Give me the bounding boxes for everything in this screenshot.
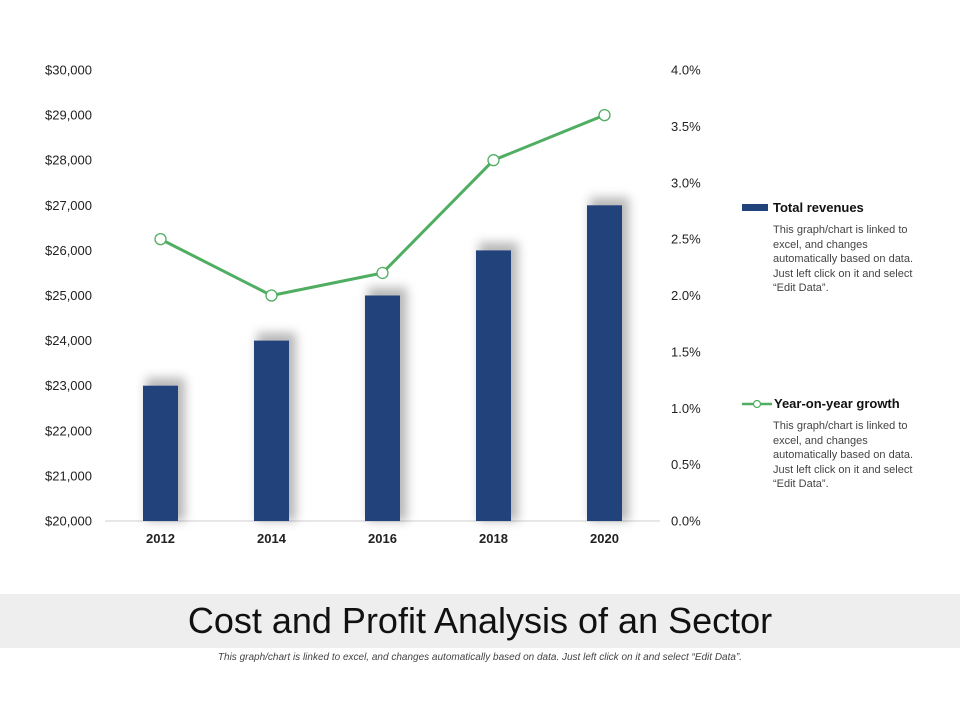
bar-2020	[587, 205, 622, 522]
left-tick-label: $23,000	[45, 378, 92, 393]
right-tick-label: 1.0%	[671, 401, 701, 416]
left-tick-label: $26,000	[45, 243, 92, 258]
category-label-2012: 2012	[146, 531, 175, 546]
growth-point-2016	[376, 266, 389, 280]
legend-label-total-revenues: Total revenues	[773, 200, 864, 215]
line-marker-icon	[742, 399, 772, 408]
page-title: Cost and Profit Analysis of an Sector	[187, 600, 773, 641]
title-band: Cost and Profit Analysis of an Sector	[0, 594, 960, 648]
category-label-2016: 2016	[368, 531, 397, 546]
category-label-2020: 2020	[590, 531, 619, 546]
left-tick-label: $24,000	[45, 333, 92, 348]
left-axis-ticks: $20,000 $21,000 $22,000 $23,000 $24,000 $25,0…	[45, 63, 92, 529]
left-tick-label: $22,000	[45, 423, 92, 438]
right-axis-ticks: 0.0% 0.5% 1.0% 1.5% 2.0% 2.5% 3.0% 3.5% 4.0%	[671, 63, 701, 529]
bar-2014	[254, 340, 289, 521]
bar-swatch-icon	[742, 204, 768, 211]
growth-point-2014	[265, 289, 278, 302]
category-labels: 2012 2014 2016 2018 2020	[146, 531, 619, 546]
page-subtitle: This graph/chart is linked to excel, and…	[217, 652, 743, 663]
bar-2012	[143, 385, 178, 521]
growth-point-2020	[598, 108, 611, 122]
combo-chart: $20,000 $21,000 $22,000 $23,000 $24,000 $25,0…	[45, 63, 701, 547]
line-series	[154, 108, 611, 302]
bar-series	[143, 205, 622, 522]
growth-point-2012	[154, 232, 167, 246]
left-tick-label: $20,000	[45, 514, 92, 529]
legend-desc-yoy-growth: This graph/chart is linked to excel, and…	[773, 420, 914, 490]
legend-total-revenues: Total revenues This graph/chart is linke…	[742, 200, 932, 296]
right-tick-label: 1.5%	[671, 344, 701, 359]
right-tick-label: 4.0%	[671, 63, 701, 78]
left-tick-label: $29,000	[45, 108, 92, 123]
category-label-2014: 2014	[257, 531, 287, 546]
growth-point-2018	[487, 154, 500, 167]
legend-yoy-growth: Year-on-year growth This graph/chart is …	[742, 396, 932, 492]
left-tick-label: $27,000	[45, 198, 92, 213]
right-tick-label: 0.0%	[671, 514, 701, 529]
right-tick-label: 3.0%	[671, 175, 701, 190]
left-tick-label: $25,000	[45, 288, 92, 303]
right-tick-label: 2.5%	[671, 232, 701, 247]
left-tick-label: $21,000	[45, 468, 92, 483]
legend-desc-total-revenues: This graph/chart is linked to excel, and…	[773, 224, 914, 294]
bar-2016	[365, 295, 400, 521]
legend-label-yoy-growth: Year-on-year growth	[774, 396, 900, 411]
left-tick-label: $28,000	[45, 153, 92, 168]
bar-2018	[476, 250, 511, 521]
right-tick-label: 0.5%	[671, 457, 701, 472]
left-tick-label: $30,000	[45, 63, 92, 78]
right-tick-label: 3.5%	[671, 119, 701, 134]
category-label-2018: 2018	[479, 531, 508, 546]
right-tick-label: 2.0%	[671, 288, 701, 303]
